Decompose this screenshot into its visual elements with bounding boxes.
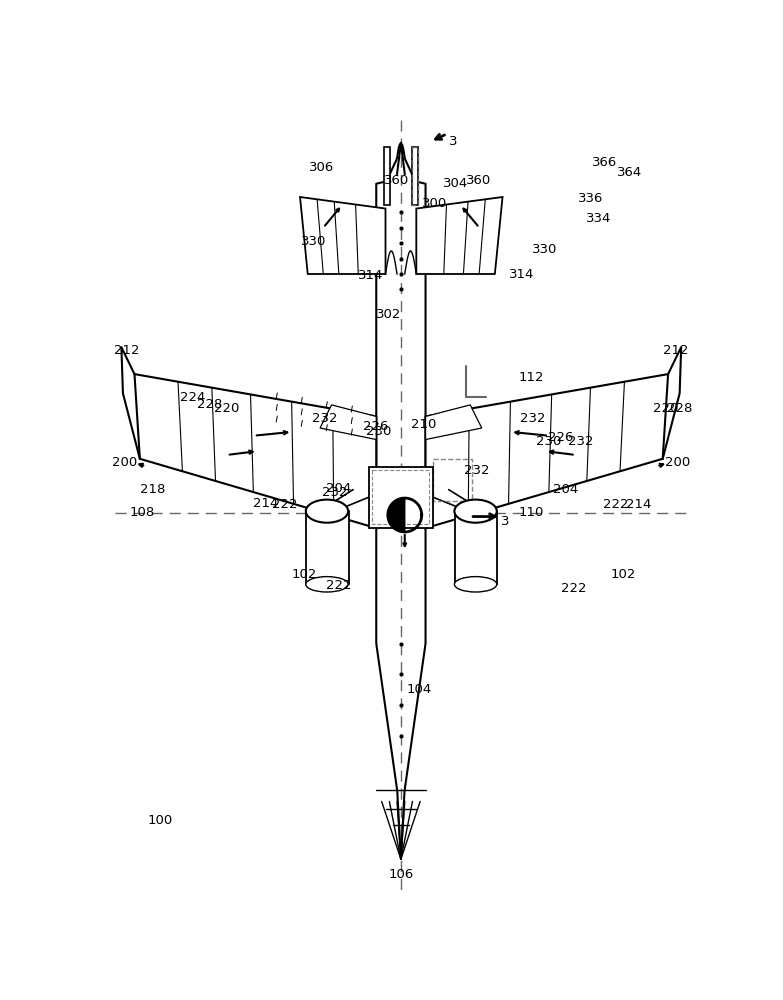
Text: 230: 230: [536, 435, 561, 448]
Polygon shape: [320, 405, 377, 440]
Text: 330: 330: [532, 243, 557, 256]
Text: 360: 360: [466, 174, 491, 187]
Polygon shape: [425, 374, 668, 528]
Text: 228: 228: [667, 402, 692, 415]
Text: 232: 232: [464, 464, 490, 477]
Text: 3: 3: [449, 135, 457, 148]
Polygon shape: [388, 498, 405, 532]
Polygon shape: [300, 197, 385, 274]
Text: 232: 232: [568, 435, 594, 448]
Polygon shape: [135, 374, 377, 528]
Text: 226: 226: [363, 420, 388, 433]
Text: 226: 226: [547, 431, 573, 444]
Text: 212: 212: [114, 344, 139, 358]
Text: 100: 100: [147, 814, 172, 827]
Bar: [369, 466, 433, 528]
Text: 204: 204: [553, 483, 579, 496]
Text: 220: 220: [215, 402, 240, 415]
Text: 222: 222: [603, 498, 629, 512]
Text: 314: 314: [509, 267, 535, 280]
Text: 230: 230: [366, 425, 392, 438]
Text: 106: 106: [388, 868, 413, 881]
Text: 336: 336: [579, 192, 604, 205]
Text: 224: 224: [179, 391, 205, 404]
Text: 222: 222: [272, 498, 298, 512]
Polygon shape: [417, 197, 503, 274]
Bar: [455, 511, 497, 584]
Bar: [412, 147, 418, 205]
Bar: [433, 459, 471, 501]
Text: 222: 222: [326, 579, 352, 592]
Text: 102: 102: [291, 568, 316, 581]
Text: 3: 3: [501, 515, 510, 528]
Text: 302: 302: [376, 308, 401, 321]
Ellipse shape: [306, 500, 348, 523]
Ellipse shape: [454, 577, 496, 592]
Text: 112: 112: [518, 371, 543, 384]
Text: 314: 314: [358, 269, 384, 282]
Text: 228: 228: [197, 398, 222, 411]
Text: 200: 200: [666, 456, 691, 469]
Ellipse shape: [306, 577, 348, 592]
Text: 364: 364: [617, 166, 642, 179]
Ellipse shape: [454, 500, 496, 523]
Bar: [384, 147, 390, 205]
Text: 232: 232: [322, 486, 348, 499]
Bar: [306, 511, 348, 584]
Text: 102: 102: [611, 568, 636, 581]
Text: 222: 222: [561, 582, 586, 595]
Text: 306: 306: [309, 161, 334, 174]
Text: 300: 300: [422, 197, 447, 210]
Text: 210: 210: [410, 418, 436, 431]
Polygon shape: [425, 405, 482, 440]
Text: 304: 304: [443, 177, 468, 190]
Text: 214: 214: [626, 498, 651, 512]
Text: 330: 330: [301, 235, 327, 248]
Text: 232: 232: [312, 412, 337, 425]
Text: 108: 108: [129, 506, 155, 519]
Text: 104: 104: [406, 683, 432, 696]
Text: 360: 360: [384, 174, 409, 187]
Text: 214: 214: [253, 497, 278, 510]
Text: 366: 366: [592, 156, 617, 169]
Text: 218: 218: [139, 483, 165, 496]
Text: 204: 204: [326, 482, 351, 495]
Text: 110: 110: [518, 506, 543, 519]
Text: 200: 200: [112, 456, 137, 469]
Bar: [412, 147, 418, 205]
Bar: [373, 470, 429, 524]
Text: 232: 232: [520, 412, 545, 425]
Text: 212: 212: [663, 344, 688, 358]
Text: 220: 220: [653, 402, 679, 415]
Text: 334: 334: [586, 212, 612, 225]
